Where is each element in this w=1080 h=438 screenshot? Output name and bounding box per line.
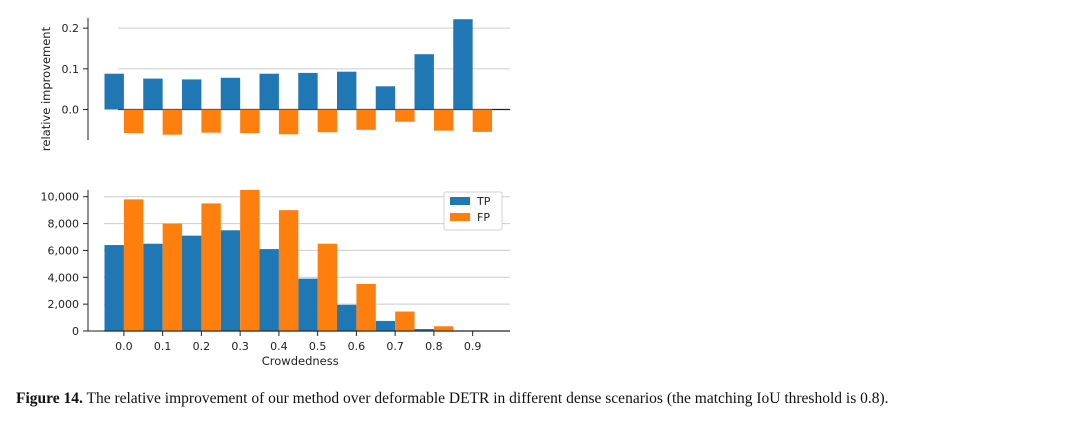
- y-tick-label: 0.1: [62, 63, 80, 76]
- x-tick-label: 0.2: [193, 340, 211, 353]
- legend: TP FP: [443, 191, 503, 231]
- caption-text: The relative improvement of our method o…: [86, 390, 889, 407]
- y-tick-label: 8,000: [48, 218, 80, 231]
- bar-tp: [375, 320, 396, 331]
- caption-label: Figure 14.: [16, 390, 83, 407]
- bar-tp: [220, 230, 241, 331]
- bar-series-2: [162, 109, 183, 135]
- bar-fp: [240, 190, 260, 331]
- bar-series-2: [201, 109, 221, 133]
- bar-tp: [298, 278, 318, 331]
- bar-series-2: [356, 109, 376, 130]
- y-tick-label: 10,000: [41, 191, 80, 204]
- chart-relative-improvement: 0.0 0.1 0.2 relative improvement: [39, 18, 510, 151]
- bar-fp: [395, 311, 415, 331]
- charts-canvas: 0.0 0.1 0.2 relative improvement 0 2,000 4,000…: [39, 18, 510, 368]
- y-tick-label: 0: [72, 325, 79, 338]
- bar-series-1: [220, 77, 241, 110]
- x-tick-label: 0.8: [425, 340, 443, 353]
- y-tick-label: 0.2: [62, 22, 80, 35]
- bar-fp: [201, 203, 221, 331]
- x-tick-label: 0.3: [231, 340, 249, 353]
- bar-series-2: [123, 109, 144, 134]
- bar-fp: [162, 223, 183, 331]
- bar-series-2: [278, 109, 299, 135]
- legend-label: TP: [476, 195, 491, 208]
- bar-tp: [337, 304, 357, 331]
- bar-series-1: [375, 86, 396, 110]
- bar-series-1: [259, 73, 279, 110]
- legend-label: FP: [477, 211, 490, 224]
- x-axis-title: Crowdedness: [262, 354, 339, 368]
- x-tick-label: 0.1: [154, 340, 172, 353]
- x-tick-label: 0.6: [348, 340, 366, 353]
- bar-fp: [123, 199, 144, 331]
- y-axis-title: relative improvement: [39, 26, 53, 151]
- bar-series-2: [317, 109, 338, 133]
- legend-swatch: [450, 213, 470, 221]
- bar-series-1: [337, 71, 357, 110]
- bar-series-2: [240, 109, 260, 134]
- y-tick-label: 0.0: [62, 104, 80, 117]
- bar-fp: [433, 326, 454, 331]
- bar-fp: [356, 284, 376, 331]
- bar-tp: [143, 243, 163, 331]
- bar-series-2: [433, 109, 454, 131]
- figure-caption: Figure 14. The relative improvement of o…: [16, 388, 1072, 410]
- x-tick-label: 0.4: [270, 340, 288, 353]
- bar-tp: [259, 249, 279, 331]
- x-tick-label: 0.9: [464, 340, 482, 353]
- bar-series-1: [104, 73, 124, 110]
- bar-series-1: [182, 79, 202, 110]
- bar-series-2: [472, 109, 493, 132]
- bar-series-1: [143, 78, 163, 110]
- x-tick-label: 0.7: [386, 340, 404, 353]
- bar-series-2: [395, 109, 415, 122]
- x-tick-label: 0.0: [115, 340, 133, 353]
- bar-series-1: [453, 19, 473, 110]
- bar-fp: [317, 243, 338, 331]
- y-tick-label: 2,000: [48, 298, 80, 311]
- y-tick-label: 6,000: [48, 244, 80, 257]
- y-tick-label: 4,000: [48, 271, 80, 284]
- bar-tp: [182, 235, 202, 331]
- bar-series-1: [298, 72, 318, 110]
- bar-tp: [414, 328, 434, 331]
- legend-swatch: [450, 197, 470, 205]
- chart-counts: 0 2,000 4,000 6,000 8,000 10,000 0.0 0.1 0.2 0.3 0…: [41, 190, 510, 368]
- bar-tp: [104, 245, 124, 331]
- bar-series-1: [414, 54, 434, 110]
- bar-fp: [278, 210, 299, 331]
- x-tick-label: 0.5: [309, 340, 327, 353]
